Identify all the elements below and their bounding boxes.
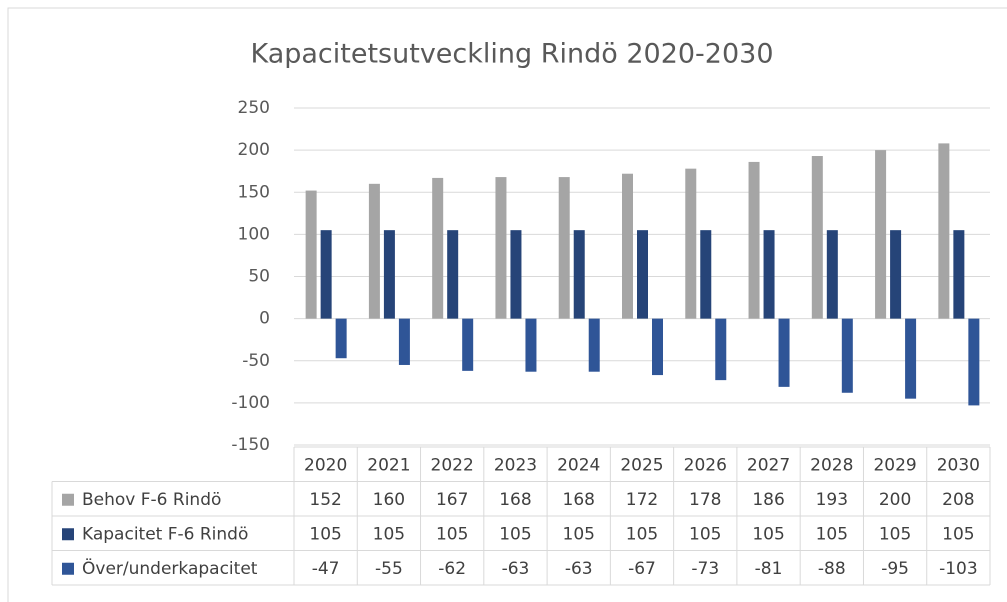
x-tick-label: 2024 [557, 455, 600, 475]
bar [622, 173, 633, 319]
bar [368, 183, 380, 319]
bar [432, 177, 444, 319]
bar [305, 190, 317, 319]
table-value: 186 [752, 490, 784, 510]
bar [968, 318, 980, 406]
y-tick-label: -150 [231, 435, 270, 455]
y-tick-label: 0 [259, 309, 270, 329]
table-value: -63 [502, 559, 530, 579]
table-value: 200 [879, 490, 911, 510]
bar [763, 230, 775, 319]
table-value: 105 [879, 524, 911, 544]
x-tick-label: 2028 [810, 455, 853, 475]
table-value: -73 [691, 559, 719, 579]
x-tick-label: 2027 [747, 455, 790, 475]
table-value: 172 [626, 490, 658, 510]
bar [890, 230, 902, 319]
bar [495, 177, 507, 319]
table-value: -47 [312, 559, 340, 579]
bar [462, 318, 474, 371]
table-value: 105 [373, 524, 405, 544]
bar [652, 318, 663, 376]
table-value: -67 [628, 559, 656, 579]
table-value: 168 [563, 490, 595, 510]
bar [335, 318, 347, 359]
bar [637, 230, 648, 319]
table-value: 105 [563, 524, 595, 544]
bar [938, 143, 950, 319]
bar [905, 318, 917, 399]
bar [841, 318, 853, 393]
table-value: 105 [499, 524, 531, 544]
y-tick-label: 100 [238, 224, 270, 244]
y-tick-label: 150 [238, 182, 270, 202]
table-value: -63 [565, 559, 593, 579]
bar [700, 230, 712, 319]
bar [875, 150, 887, 319]
table-value: 105 [816, 524, 848, 544]
x-tick-label: 2030 [937, 455, 980, 475]
bar [558, 177, 570, 319]
bar [320, 230, 332, 319]
table-value: 105 [752, 524, 784, 544]
table-value: 152 [309, 490, 341, 510]
table-value: 105 [626, 524, 658, 544]
table-value: 178 [689, 490, 721, 510]
table-value: 160 [373, 490, 405, 510]
bar [447, 230, 459, 319]
table-value: -88 [818, 559, 846, 579]
legend-marker [62, 493, 74, 506]
x-tick-label: 2021 [367, 455, 410, 475]
chart-title: Kapacitetsutveckling Rindö 2020-2030 [250, 39, 773, 70]
table-value: 105 [942, 524, 974, 544]
x-tick-label: 2026 [684, 455, 727, 475]
x-tick-label: 2025 [620, 455, 663, 475]
x-tick-label: 2029 [873, 455, 916, 475]
bar [715, 318, 727, 381]
bar [953, 230, 965, 319]
bar [811, 156, 823, 319]
x-tick-label: 2020 [304, 455, 347, 475]
bar [748, 161, 760, 319]
legend-label: Över/underkapacitet [82, 557, 258, 579]
x-tick-label: 2023 [494, 455, 537, 475]
legend-marker [62, 562, 74, 575]
bar [778, 318, 790, 387]
y-tick-label: 250 [238, 98, 270, 118]
legend-label: Behov F-6 Rindö [82, 490, 221, 510]
legend-marker [62, 528, 74, 541]
table-value: 193 [816, 490, 848, 510]
bar [588, 318, 600, 372]
legend-label: Kapacitet F-6 Rindö [82, 524, 248, 544]
bar [685, 168, 697, 319]
bar [573, 230, 585, 319]
table-value: 167 [436, 490, 468, 510]
bar [398, 318, 410, 365]
y-tick-label: -100 [231, 393, 270, 413]
table-value: 105 [309, 524, 341, 544]
table-value: 105 [436, 524, 468, 544]
table-value: -81 [755, 559, 783, 579]
table-value: 208 [942, 490, 974, 510]
x-tick-label: 2022 [431, 455, 474, 475]
table-value: 105 [689, 524, 721, 544]
y-tick-label: -50 [242, 351, 270, 371]
table-value: -55 [375, 559, 403, 579]
bar [826, 230, 838, 319]
chart-frame [7, 7, 1007, 602]
table-value: -62 [438, 559, 466, 579]
table-value: -95 [881, 559, 909, 579]
bar [525, 318, 537, 372]
bar [383, 230, 395, 319]
bar [510, 230, 522, 319]
table-value: -103 [939, 559, 978, 579]
table-value: 168 [499, 490, 531, 510]
y-tick-label: 200 [238, 140, 270, 160]
y-tick-label: 50 [248, 267, 270, 287]
